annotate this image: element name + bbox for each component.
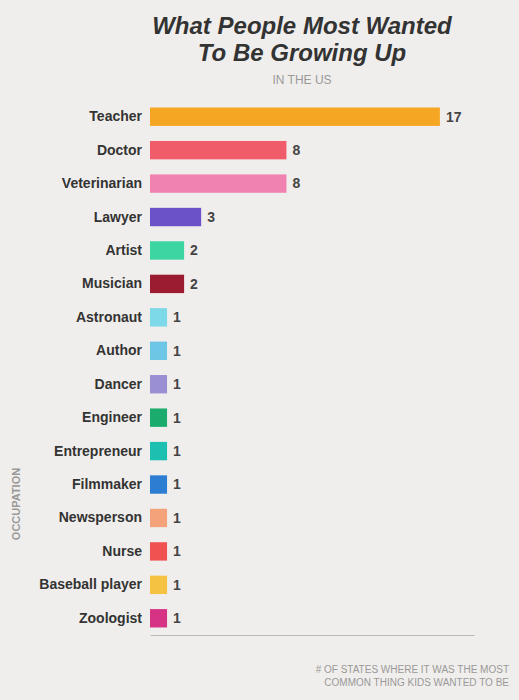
y-tick-label: Newsperson xyxy=(59,509,142,525)
bar xyxy=(150,542,167,560)
y-tick: Zoologist xyxy=(79,610,142,626)
y-axis: Zoologist Baseball player Nurse Newsperson F… xyxy=(39,108,142,626)
title-line: What People Most Wanted xyxy=(152,12,453,39)
y-tick: Entrepreneur xyxy=(54,443,142,459)
bars xyxy=(150,108,440,628)
plot-area: 1 1 1 1 1 1 1 1 1 1 2 2 3 8 8 17 Zoologist Baseball playe… xyxy=(39,108,474,636)
data-label: 2 xyxy=(190,276,198,292)
bar xyxy=(150,342,167,360)
data-label: 1 xyxy=(173,376,181,392)
y-tick-label: Veterinarian xyxy=(62,175,142,191)
y-tick: Filmmaker xyxy=(72,476,143,492)
data-label: 1 xyxy=(173,543,181,559)
bar xyxy=(150,241,184,259)
data-label: 17 xyxy=(446,109,462,125)
data-label: 1 xyxy=(173,476,181,492)
chart-container: What People Most WantedTo Be Growing Up I… xyxy=(0,0,519,700)
x-axis-label-line: COMMON THING KIDS WANTED TO BE xyxy=(324,677,509,688)
y-tick: Engineer xyxy=(82,409,142,425)
y-tick: Artist xyxy=(105,242,142,258)
data-label: 2 xyxy=(190,242,198,258)
data-label: 8 xyxy=(292,142,300,158)
data-label: 1 xyxy=(173,410,181,426)
x-axis xyxy=(151,635,475,636)
y-tick: Nurse xyxy=(102,543,142,559)
x-axis-label: # OF STATES WHERE IT WAS THE MOST COMMON … xyxy=(316,664,510,688)
data-label: 1 xyxy=(173,443,181,459)
y-tick-label: Teacher xyxy=(89,108,142,124)
bar xyxy=(150,576,167,594)
y-tick: Dancer xyxy=(95,376,143,392)
x-axis-label-line: # OF STATES WHERE IT WAS THE MOST xyxy=(316,664,509,675)
y-tick: Astronaut xyxy=(76,309,142,325)
y-tick: Teacher xyxy=(89,108,142,124)
bar xyxy=(150,475,167,493)
title: What People Most WantedTo Be Growing Up xyxy=(152,12,453,66)
data-labels: 1 1 1 1 1 1 1 1 1 1 2 2 3 8 8 17 xyxy=(173,109,462,627)
y-tick-label: Author xyxy=(96,342,142,358)
bar xyxy=(150,509,167,527)
data-label: 3 xyxy=(207,209,215,225)
y-tick-label: Filmmaker xyxy=(72,476,143,492)
bar xyxy=(150,408,167,426)
y-tick: Musician xyxy=(82,275,142,291)
bar xyxy=(150,308,167,326)
data-label: 1 xyxy=(173,577,181,593)
y-tick-label: Baseball player xyxy=(39,576,142,592)
y-tick: Newsperson xyxy=(59,509,142,525)
title-line: To Be Growing Up xyxy=(198,39,406,66)
y-tick: Author xyxy=(96,342,142,358)
y-tick-label: Zoologist xyxy=(79,610,142,626)
data-label: 1 xyxy=(173,510,181,526)
data-label: 1 xyxy=(173,309,181,325)
bar xyxy=(150,174,286,192)
bar xyxy=(150,609,167,627)
bar xyxy=(150,275,184,293)
data-label: 8 xyxy=(292,175,300,191)
y-axis-label: OCCUPATION xyxy=(10,468,22,540)
y-tick-label: Dancer xyxy=(95,376,143,392)
y-tick-label: Astronaut xyxy=(76,309,142,325)
y-tick: Doctor xyxy=(97,142,143,158)
y-tick: Lawyer xyxy=(94,209,143,225)
bar xyxy=(150,442,167,460)
y-tick: Baseball player xyxy=(39,576,142,592)
x-axis-line xyxy=(151,635,475,636)
y-tick-label: Engineer xyxy=(82,409,142,425)
data-label: 1 xyxy=(173,343,181,359)
y-tick-label: Nurse xyxy=(102,543,142,559)
y-tick-label: Entrepreneur xyxy=(54,443,142,459)
bar xyxy=(150,108,440,126)
bar xyxy=(150,141,286,159)
background xyxy=(0,0,519,700)
bar xyxy=(150,208,201,226)
y-tick-label: Musician xyxy=(82,275,142,291)
y-tick-label: Lawyer xyxy=(94,209,143,225)
y-tick: Veterinarian xyxy=(62,175,142,191)
y-tick-label: Artist xyxy=(105,242,142,258)
subtitle: IN THE US xyxy=(272,73,331,87)
chart-svg: What People Most WantedTo Be Growing Up I… xyxy=(0,0,519,700)
bar xyxy=(150,375,167,393)
y-tick-label: Doctor xyxy=(97,142,143,158)
data-label: 1 xyxy=(173,610,181,626)
